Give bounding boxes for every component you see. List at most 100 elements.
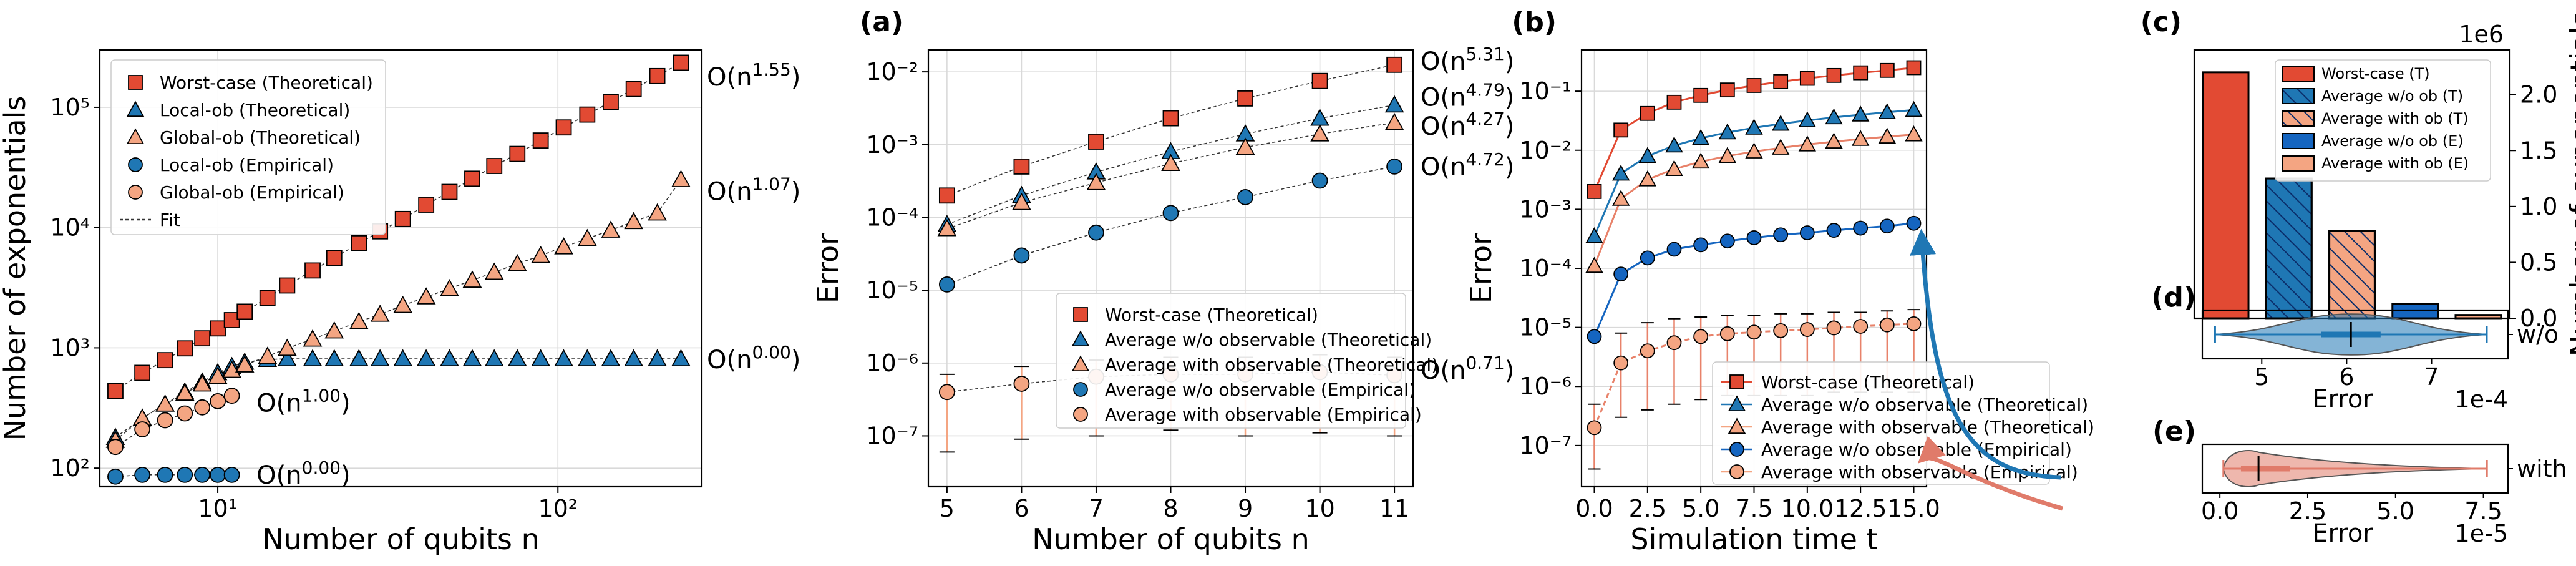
data-point — [1613, 355, 1629, 371]
data-point — [532, 132, 549, 149]
data-point — [107, 383, 124, 399]
legend-box — [110, 59, 386, 235]
x-tick-label: 7.5 — [2464, 497, 2502, 525]
data-point — [554, 237, 573, 255]
series-0 — [1587, 60, 1922, 199]
data-point — [134, 364, 151, 381]
bar — [2202, 71, 2250, 320]
data-point — [418, 197, 435, 213]
scaling-annotation: O(n1.07) — [707, 174, 800, 207]
data-point — [194, 399, 211, 416]
legend-label: Average w/o observable (Empirical) — [1105, 379, 1416, 400]
x-offset-label: 1e-5 — [2455, 520, 2508, 547]
data-point — [157, 466, 173, 483]
data-point — [1585, 256, 1603, 273]
data-point — [441, 183, 458, 200]
data-point — [326, 250, 343, 266]
data-point — [1905, 125, 1923, 142]
data-point — [194, 330, 211, 347]
legend-marker — [1728, 395, 1746, 412]
data-point — [194, 466, 211, 483]
y-tick-label: 10³ — [50, 334, 90, 361]
legend-label: Global-ob (Theoretical) — [160, 127, 361, 148]
data-point — [177, 405, 193, 422]
data-point — [208, 366, 228, 384]
data-point — [177, 340, 193, 357]
data-point — [1799, 322, 1815, 337]
series-1 — [1585, 100, 1923, 243]
data-point — [1852, 105, 1870, 122]
series-2 — [1585, 125, 1923, 273]
data-point — [1719, 326, 1735, 341]
x-axis-label: Error — [2312, 385, 2373, 414]
data-point — [1719, 82, 1735, 98]
data-point — [1799, 71, 1815, 86]
y-tick-label: 10⁻⁵ — [866, 276, 918, 304]
x-tick-label: 7.5 — [1735, 495, 1772, 522]
data-point — [370, 349, 390, 366]
data-point — [601, 349, 621, 366]
data-point — [1162, 110, 1179, 127]
data-point — [1693, 237, 1709, 253]
data-point — [192, 374, 212, 392]
data-point — [1311, 172, 1328, 189]
data-point — [393, 295, 413, 313]
legend-item: Local-ob (Theoretical) — [126, 100, 350, 120]
data-point — [416, 287, 436, 305]
data-point — [107, 468, 124, 485]
data-point — [177, 466, 193, 483]
legend-item: Fit — [120, 210, 180, 230]
x-tick-label: 9 — [1238, 495, 1253, 522]
y-tick-label: 0.5 — [2520, 248, 2557, 276]
data-point — [155, 394, 175, 412]
data-point — [1666, 94, 1682, 110]
x-tick-label: 5.0 — [1682, 495, 1719, 522]
chart-e: with 0.0 2.5 5.0 7.5 Error 1e-5 (e) — [2152, 416, 2567, 548]
data-point — [624, 349, 643, 366]
data-point — [648, 203, 667, 221]
legend-swatch — [2282, 66, 2315, 82]
scaling-annotation: O(n4.72) — [1421, 149, 1514, 182]
data-point — [278, 338, 297, 356]
data-point — [1086, 173, 1106, 190]
data-point — [673, 54, 689, 71]
x-axis-label: Number of qubits n — [262, 522, 539, 556]
legend-label: Average with observable (Theoretical) — [1761, 417, 2094, 437]
data-point — [1853, 65, 1869, 81]
data-point — [210, 393, 226, 409]
y-tick-label: 0.0 — [2520, 305, 2557, 332]
x-tick-label: 12.5 — [1834, 495, 1887, 522]
data-point — [671, 170, 691, 187]
y-tick-label: 1.0 — [2520, 193, 2557, 220]
legend: Worst-case (T) Average w/o ob (T) Average … — [2275, 59, 2491, 182]
data-point — [1771, 139, 1790, 155]
legend-marker — [128, 75, 143, 90]
data-point — [1013, 376, 1030, 392]
legend-marker — [1071, 330, 1090, 347]
data-point — [1613, 266, 1629, 282]
legend-item: Average with observable (Empirical) — [1073, 404, 1422, 425]
data-point — [1906, 60, 1922, 76]
data-point — [223, 312, 240, 328]
data-point — [303, 349, 323, 366]
legend-label: Local-ob (Theoretical) — [160, 100, 350, 120]
legend-label: Average w/o ob (E) — [2321, 132, 2464, 150]
data-point — [440, 349, 459, 366]
data-point — [578, 349, 597, 366]
data-point — [236, 303, 253, 320]
x-tick-label: 11 — [1379, 495, 1409, 522]
data-point — [349, 311, 369, 329]
data-point — [1640, 250, 1655, 266]
scaling-annotation: O(n4.27) — [1421, 109, 1514, 141]
legend-box — [1712, 361, 2050, 485]
data-point — [1878, 103, 1897, 119]
data-point — [507, 254, 527, 271]
data-point — [1310, 124, 1329, 142]
legend-marker — [1073, 407, 1088, 422]
data-point — [1386, 159, 1403, 175]
data-point — [462, 349, 482, 366]
data-point — [1879, 218, 1895, 234]
data-point — [1666, 335, 1682, 351]
data-point — [279, 277, 296, 294]
